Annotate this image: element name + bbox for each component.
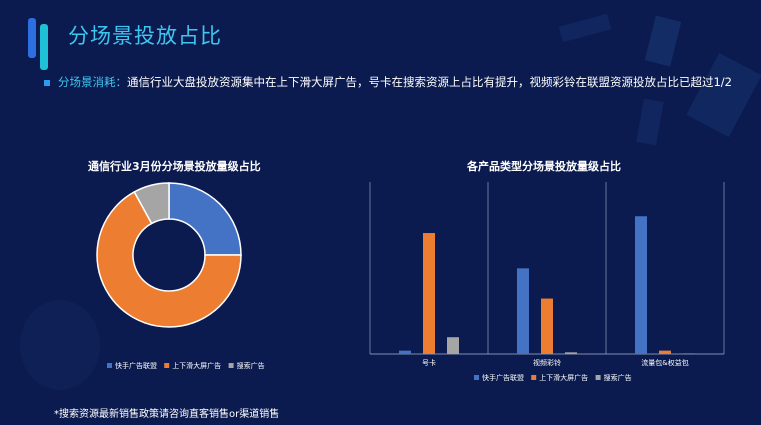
logo-mark [28,18,36,58]
x-tick-label: 流量包&权益包 [641,358,688,367]
legend-swatch [595,375,601,380]
legend-swatch [164,363,170,368]
bullet-icon [44,79,50,86]
donut-slice-2 [96,190,242,328]
footnote: *搜索资源最新销售政策请咨询直客销售or渠道销售 [54,409,280,420]
legend-swatch [474,375,479,380]
summary-text: 通信行业大盘投放资源集中在上下滑大屏广告，号卡在搜索资源上占比有提升，视频彩铃在… [127,75,733,89]
legend-label: 搜索广告 [604,373,632,382]
header: 分场景投放占比 [28,14,748,74]
legend-label: 上下滑大屏广告 [172,361,221,370]
logo-mark [40,24,48,70]
donut-slice-1 [168,182,242,256]
legend-label: 快手广告联盟 [115,361,157,370]
bar-2-3 [565,352,577,354]
bar-1-1 [399,350,411,354]
donut-slice-3 [133,182,170,225]
bg-decoration [636,98,664,146]
legend-swatch [107,363,112,368]
legend-label: 搜索广告 [237,361,265,370]
bar-3-2 [659,350,671,354]
x-tick-label: 号卡 [422,358,436,367]
legend-swatch [531,375,537,380]
donut-chart-title: 通信行业3月份分场景投放量级占比 [88,160,261,173]
bar-chart-title: 各产品类型分场景投放量级占比 [467,160,621,173]
legend-label: 快手广告联盟 [482,373,524,382]
x-tick-label: 视频彩铃 [533,358,561,367]
legend-label: 上下滑大屏广告 [539,373,588,382]
bar-2-2 [541,298,553,354]
bar-2-1 [517,268,529,354]
bg-decoration [20,300,100,390]
legend-swatch [228,363,234,368]
bar-1-3 [447,337,459,354]
page-title: 分场景投放占比 [68,24,222,48]
bar-3-3 [683,353,695,354]
bar-3-1 [635,216,647,354]
bar-1-2 [423,233,435,354]
summary-lead: 分场景消耗： [58,75,127,89]
summary-line: 分场景消耗：通信行业大盘投放资源集中在上下滑大屏广告，号卡在搜索资源上占比有提升… [44,74,732,90]
